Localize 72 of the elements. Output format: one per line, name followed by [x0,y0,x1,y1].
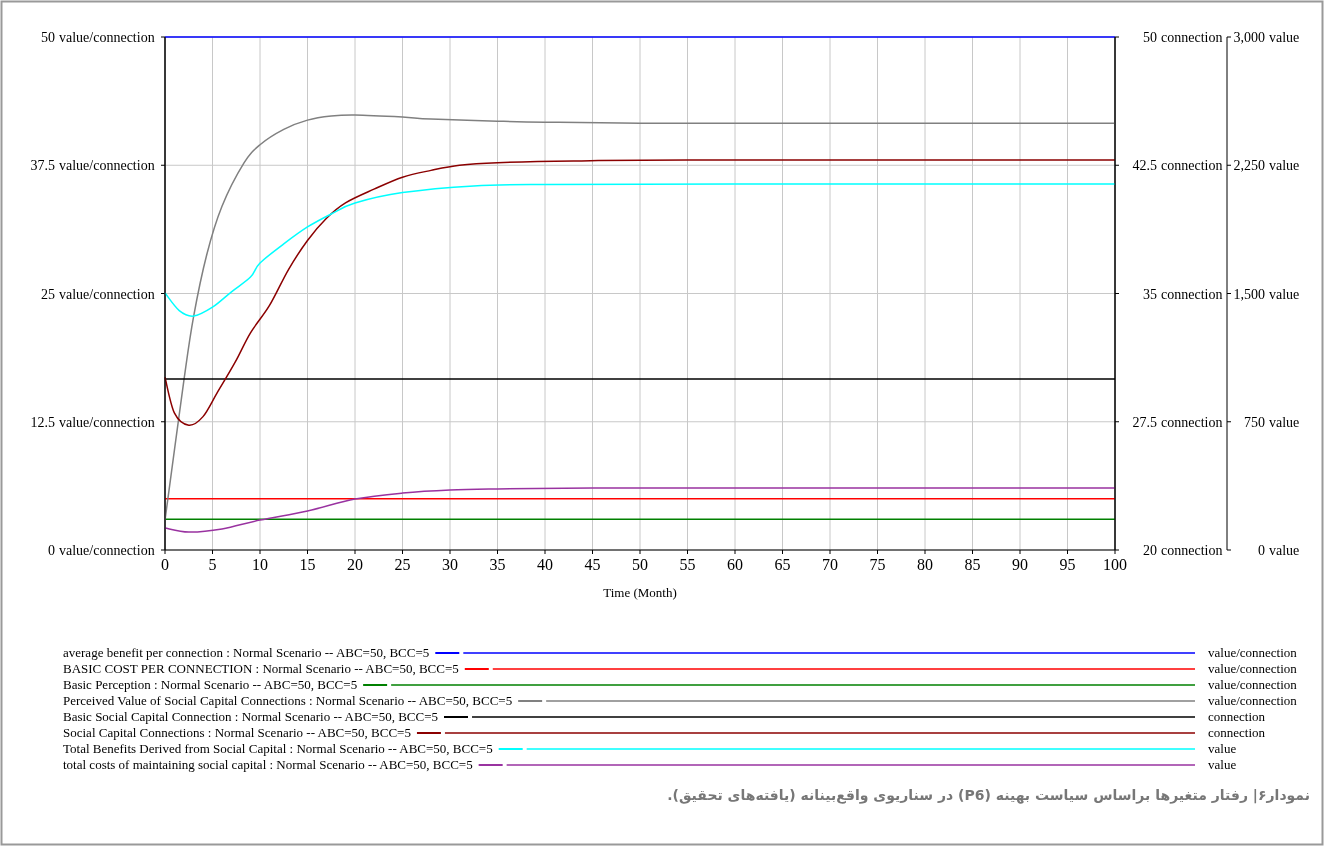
text: connection [1208,725,1266,740]
legend-label: total costs of maintaining social capital : Normal Scenario -- ABC=50, BCC=5 [63,757,473,772]
y3-tick-label: 3,000 [1233,30,1265,45]
text: value [1208,757,1237,772]
x-tick-label: 5 [208,556,217,573]
text: value [1269,414,1300,430]
x-tick-label: 50 [632,556,648,573]
x-tick-label: 55 [679,556,696,573]
x-tick-label: 65 [774,556,791,573]
y-tick-label: 0 [48,543,55,558]
y2-tick-label: 27.5 [1132,414,1157,430]
y3-tick-label: 2,250 [1233,158,1265,174]
x-tick-label: 85 [964,556,981,573]
text: value/connection [59,414,155,430]
text: value [1269,158,1300,174]
x-tick-label: 15 [299,556,316,573]
line-series [164,487,1116,533]
x-tick-label: 70 [822,556,838,573]
text: نمودار۶| رفتار متغیرها براساس سیاست بهینه (P6) در سناریوی واقع‌بینانه (یافته‌های تحقیق). [667,787,1310,804]
y-tick-label: 25 [41,286,55,302]
y2-tick-label: 42.5 [1132,158,1157,174]
x-tick-label: 20 [347,556,363,573]
text: connection [1161,414,1223,430]
line-series [164,183,1116,317]
text: value [1269,30,1300,45]
y2-tick-label: 50 [1143,30,1157,45]
y3-tick-label: 1,500 [1233,286,1265,302]
x-tick-label: 10 [252,556,268,573]
y-axis-title: value/connection [59,543,155,558]
text: value [1208,741,1237,756]
legend-label: Social Capital Connections : Normal Scenario -- ABC=50, BCC=5 [63,725,411,740]
x-tick-label: 60 [727,556,743,573]
y2-axis-title: connection [1161,543,1223,558]
text: value/connection [59,286,155,302]
text: value [1269,286,1300,302]
y3-axis-title: value [1269,543,1300,558]
legend-label: BASIC COST PER CONNECTION : Normal Scenario -- ABC=50, BCC=5 [63,661,459,676]
line-series [164,159,1116,426]
y-tick-label: 50 [41,30,55,45]
y-tick-label: 37.5 [30,158,55,174]
x-tick-label: 45 [584,556,601,573]
text: value/connection [1208,693,1297,708]
x-tick-label: 25 [394,556,411,573]
text: value/connection [1208,645,1297,660]
legend-label: Basic Perception : Normal Scenario -- ABC=50, BCC=5 [63,677,358,692]
legend-label: Perceived Value of Social Capital Connections : Normal Scenario -- ABC=50, BCC=5 [63,693,513,708]
legend-label: average benefit per connection : Normal Scenario -- ABC=50, BCC=5 [63,645,430,660]
text: connection [1161,158,1223,174]
x-tick-label: 30 [442,556,458,573]
y2-tick-label: 35 [1143,286,1157,302]
y2-tick-label: 20 [1143,543,1157,558]
text: connection [1208,709,1266,724]
x-tick-label: 90 [1012,556,1028,573]
text: value/connection [59,30,155,45]
x-tick-label: 0 [161,556,169,573]
text: value/connection [59,158,155,174]
text: connection [1161,30,1223,45]
text: connection [1161,286,1223,302]
x-tick-label: 100 [1103,556,1127,573]
legend-label: Basic Social Capital Connection : Normal Scenario -- ABC=50, BCC=5 [63,709,439,724]
y3-tick-label: 750 [1244,414,1265,430]
legend-label: Total Benefits Derived from Social Capital : Normal Scenario -- ABC=50, BCC=5 [63,741,493,756]
x-tick-label: 40 [537,556,553,573]
x-tick-label: 35 [489,556,506,573]
y-tick-label: 12.5 [30,414,55,430]
x-axis-title: Time (Month) [603,585,677,600]
text: value/connection [1208,661,1297,676]
text: value/connection [1208,677,1297,692]
y3-tick-label: 0 [1258,543,1265,558]
x-tick-label: 75 [869,556,886,573]
x-tick-label: 80 [917,556,933,573]
x-tick-label: 95 [1059,556,1076,573]
